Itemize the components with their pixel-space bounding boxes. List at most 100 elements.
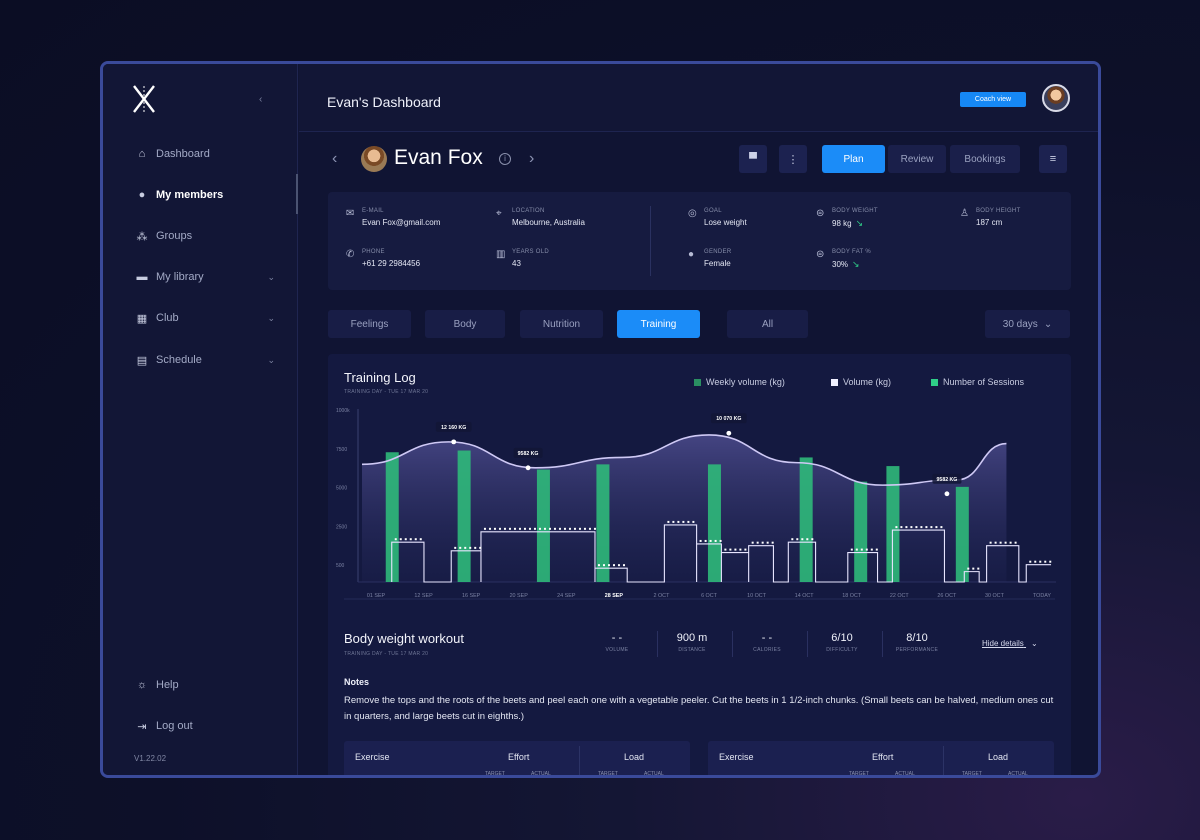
- volume-marker: [1014, 541, 1017, 544]
- volume-marker: [900, 526, 903, 529]
- volume-marker: [513, 527, 516, 530]
- stat-calories: - - CALORIES: [732, 632, 802, 653]
- annotation-box: [710, 413, 747, 424]
- legend-swatch: [831, 378, 838, 386]
- stat-distance: 900 m DISTANCE: [657, 632, 727, 653]
- stat-label: VOLUME: [605, 647, 629, 653]
- x-tick-label: 01 SEP: [367, 593, 386, 599]
- hide-details-link[interactable]: Hide details ⌄: [982, 639, 1038, 648]
- next-member-icon[interactable]: ›: [529, 150, 535, 167]
- weekly-volume-area: [362, 434, 1007, 582]
- stat-performance: 8/10 PERFORMANCE: [882, 632, 952, 653]
- location-label: LOCATION: [512, 208, 545, 214]
- volume-marker: [895, 526, 898, 529]
- annotation-box: [435, 421, 472, 432]
- sidebar-item-my-members[interactable]: ● My members: [135, 187, 275, 203]
- volume-marker: [553, 527, 556, 530]
- annotation-label: 9582 KG: [937, 477, 958, 483]
- more-options-button[interactable]: ⋮: [779, 145, 807, 173]
- volume-marker: [414, 538, 417, 541]
- x-tick-label: 14 OCT: [795, 593, 815, 599]
- annotation-label: 9582 KG: [518, 451, 539, 457]
- volume-marker: [617, 564, 620, 567]
- calendar-icon: ▤: [136, 354, 148, 367]
- volume-marker: [744, 548, 747, 551]
- divider: [657, 631, 658, 657]
- volume-marker: [508, 527, 511, 530]
- column-header: Effort: [872, 752, 894, 762]
- filter-tab-feelings[interactable]: Feelings: [328, 310, 411, 338]
- volume-marker: [811, 538, 814, 541]
- body-height-label: BODY HEIGHT: [976, 208, 1021, 214]
- x-tick-label: 30 OCT: [985, 593, 1005, 599]
- x-tick-label: 18 OCT: [842, 593, 862, 599]
- sidebar-item-label: Help: [156, 679, 179, 691]
- sidebar-item-schedule[interactable]: ▤ Schedule ⌄: [135, 352, 275, 368]
- date-range-select[interactable]: 30 days ⌄: [985, 310, 1070, 338]
- volume-marker: [498, 527, 501, 530]
- sidebar-item-club[interactable]: ▦ Club ⌄: [135, 310, 275, 326]
- volume-marker: [751, 541, 754, 544]
- volume-marker: [1034, 560, 1037, 563]
- volume-marker: [479, 546, 482, 549]
- menu-button[interactable]: ≡: [1039, 145, 1067, 173]
- sidebar-item-dashboard[interactable]: ⌂ Dashboard: [135, 146, 275, 162]
- volume-marker: [692, 520, 695, 523]
- volume-marker: [602, 564, 605, 567]
- body-fat-field: ⊜ BODY FAT % 30% ↘: [816, 249, 871, 270]
- filter-tab-nutrition[interactable]: Nutrition: [520, 310, 603, 338]
- annotation-box: [513, 447, 543, 458]
- collapse-sidebar-icon[interactable]: ‹: [259, 94, 263, 105]
- column-subheader: ACTUAL: [644, 771, 664, 777]
- chat-button[interactable]: ▀: [739, 145, 767, 173]
- filter-tab-all[interactable]: All: [727, 310, 808, 338]
- tab-plan[interactable]: Plan: [822, 145, 885, 173]
- divider: [650, 206, 651, 276]
- sidebar-scrollbar[interactable]: [296, 174, 298, 214]
- column-subheader: TARGET: [849, 771, 869, 777]
- volume-marker: [672, 520, 675, 523]
- annotation-point: [451, 439, 457, 445]
- sidebar-item-label: Groups: [156, 230, 193, 242]
- body-weight-field: ⊜ BODY WEIGHT 98 kg ↘: [816, 208, 878, 229]
- x-tick-label: 10 OCT: [747, 593, 767, 599]
- stat-label: CALORIES: [753, 647, 781, 653]
- sidebar-item-groups[interactable]: ⁂ Groups: [135, 228, 275, 244]
- x-tick-label: 16 SEP: [462, 593, 481, 599]
- column-subheader: TARGET: [485, 771, 505, 777]
- tab-review[interactable]: Review: [888, 145, 946, 173]
- tab-bookings[interactable]: Bookings: [950, 145, 1020, 173]
- volume-marker: [1029, 560, 1032, 563]
- exercise-table: Exercise Effort Load TARGET ACTUAL TARGE…: [344, 741, 690, 777]
- hide-details-label: Hide details: [982, 639, 1024, 648]
- body-height-value: 187 cm: [976, 218, 1003, 227]
- target-icon: ◎: [688, 208, 697, 219]
- app-logo: [133, 85, 155, 113]
- info-icon[interactable]: i: [499, 153, 511, 165]
- sidebar-item-label: My library: [156, 271, 204, 283]
- volume-marker: [714, 539, 717, 542]
- volume-marker: [699, 539, 702, 542]
- sidebar-item-help[interactable]: ☼ Help: [135, 677, 275, 693]
- y-tick-label: 5000: [336, 486, 347, 492]
- notes-title: Notes: [344, 677, 370, 687]
- coach-view-button[interactable]: Coach view: [960, 92, 1026, 107]
- body-weight-label: BODY WEIGHT: [832, 208, 878, 214]
- volume-marker: [734, 548, 737, 551]
- sidebar-item-label: Log out: [156, 720, 193, 732]
- sidebar-item-my-library[interactable]: ▬ My library ⌄: [135, 269, 276, 285]
- volume-marker: [548, 527, 551, 530]
- filter-tab-training[interactable]: Training: [617, 310, 700, 338]
- app-window: ‹ ⌂ Dashboard ● My members ⁂ Groups ▬ My…: [100, 61, 1101, 778]
- stat-difficulty: 6/10 DIFFICULTY: [807, 632, 877, 653]
- filter-tab-body[interactable]: Body: [425, 310, 505, 338]
- member-name: Evan Fox: [394, 146, 483, 169]
- x-tick-label: 26 OCT: [937, 593, 957, 599]
- volume-marker: [419, 538, 422, 541]
- scale-icon: ⊜: [816, 208, 825, 219]
- prev-member-icon[interactable]: ‹: [332, 150, 338, 167]
- chevron-down-icon: ⌄: [1043, 318, 1053, 330]
- volume-marker: [791, 538, 794, 541]
- sidebar-item-logout[interactable]: ⇥ Log out: [135, 718, 275, 734]
- user-avatar[interactable]: [1042, 84, 1070, 112]
